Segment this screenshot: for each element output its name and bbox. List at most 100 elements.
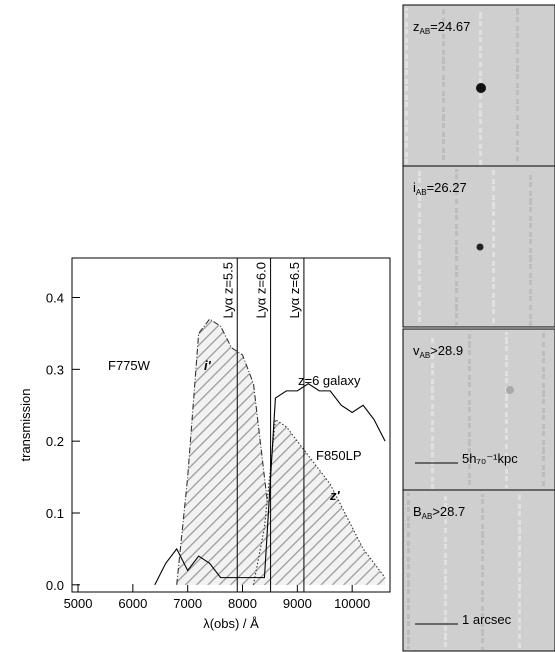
noise bbox=[455, 297, 458, 300]
noise bbox=[431, 379, 434, 382]
noise bbox=[479, 53, 482, 56]
noise bbox=[407, 630, 410, 633]
noise bbox=[468, 366, 471, 369]
noise bbox=[407, 637, 410, 640]
noise bbox=[407, 573, 410, 576]
noise bbox=[468, 375, 471, 378]
noise bbox=[529, 321, 532, 324]
noise bbox=[481, 590, 484, 593]
noise bbox=[444, 610, 447, 613]
noise bbox=[505, 444, 508, 447]
noise bbox=[418, 292, 421, 295]
noise bbox=[405, 159, 408, 162]
noise bbox=[442, 132, 445, 135]
noise bbox=[516, 33, 519, 36]
noise bbox=[505, 355, 508, 358]
noise bbox=[455, 322, 458, 325]
noise bbox=[542, 358, 545, 361]
noise bbox=[518, 609, 521, 612]
noise bbox=[481, 581, 484, 584]
noise bbox=[529, 305, 532, 308]
noise bbox=[542, 456, 545, 459]
noise bbox=[405, 45, 408, 48]
noise bbox=[516, 156, 519, 159]
band-subscript: AB bbox=[420, 27, 431, 36]
noise bbox=[479, 46, 482, 49]
noise bbox=[529, 198, 532, 201]
noise bbox=[516, 115, 519, 118]
source bbox=[506, 386, 514, 394]
noise bbox=[407, 580, 410, 583]
noise bbox=[442, 75, 445, 78]
noise bbox=[479, 94, 482, 97]
noise bbox=[442, 57, 445, 60]
noise bbox=[518, 552, 521, 555]
noise bbox=[518, 634, 521, 637]
noise bbox=[468, 391, 471, 394]
noise bbox=[418, 260, 421, 263]
noise bbox=[492, 195, 495, 198]
noise bbox=[444, 594, 447, 597]
x-tick-label: 6000 bbox=[118, 596, 147, 611]
noise bbox=[468, 480, 471, 483]
noise bbox=[442, 9, 445, 12]
noise bbox=[444, 496, 447, 499]
noise bbox=[468, 334, 471, 337]
noise bbox=[542, 481, 545, 484]
noise bbox=[455, 288, 458, 291]
noise bbox=[492, 268, 495, 271]
noise bbox=[481, 597, 484, 600]
noise bbox=[407, 541, 410, 544]
noise bbox=[518, 568, 521, 571]
noise bbox=[455, 304, 458, 307]
noise bbox=[442, 50, 445, 53]
noise bbox=[405, 152, 408, 155]
magnitude: =24.67 bbox=[430, 19, 470, 34]
noise bbox=[444, 528, 447, 531]
noise bbox=[455, 199, 458, 202]
noise bbox=[442, 41, 445, 44]
noise bbox=[518, 577, 521, 580]
noise bbox=[505, 476, 508, 479]
noise bbox=[479, 151, 482, 154]
source bbox=[476, 83, 486, 93]
noise bbox=[405, 136, 408, 139]
noise bbox=[481, 565, 484, 568]
noise bbox=[481, 524, 484, 527]
noise bbox=[405, 79, 408, 82]
noise bbox=[518, 618, 521, 621]
noise bbox=[442, 155, 445, 158]
y-tick-label: 0.0 bbox=[46, 578, 64, 593]
noise bbox=[529, 182, 532, 185]
noise bbox=[405, 127, 408, 130]
noise bbox=[431, 436, 434, 439]
noise bbox=[407, 614, 410, 617]
noise bbox=[431, 468, 434, 471]
noise bbox=[407, 621, 410, 624]
noise bbox=[418, 317, 421, 320]
noise bbox=[405, 120, 408, 123]
noise bbox=[492, 227, 495, 230]
x-tick-label: 5000 bbox=[64, 596, 93, 611]
noise bbox=[418, 310, 421, 313]
noise bbox=[405, 70, 408, 73]
noise bbox=[418, 285, 421, 288]
noise bbox=[418, 178, 421, 181]
noise bbox=[516, 74, 519, 77]
noise bbox=[418, 203, 421, 206]
noise bbox=[405, 61, 408, 64]
noise bbox=[455, 169, 458, 172]
noise bbox=[455, 215, 458, 218]
noise bbox=[455, 272, 458, 275]
noise bbox=[542, 383, 545, 386]
noise bbox=[444, 560, 447, 563]
noise bbox=[455, 240, 458, 243]
noise bbox=[418, 269, 421, 272]
noise bbox=[442, 82, 445, 85]
noise bbox=[529, 255, 532, 258]
noise bbox=[468, 382, 471, 385]
figure: zAB=24.67iAB=26.27vAB>28.95h₇₀⁻¹kpcBAB>2… bbox=[0, 0, 555, 652]
noise bbox=[542, 390, 545, 393]
x-axis-label: λ(obs) / Å bbox=[203, 616, 259, 631]
noise bbox=[542, 408, 545, 411]
